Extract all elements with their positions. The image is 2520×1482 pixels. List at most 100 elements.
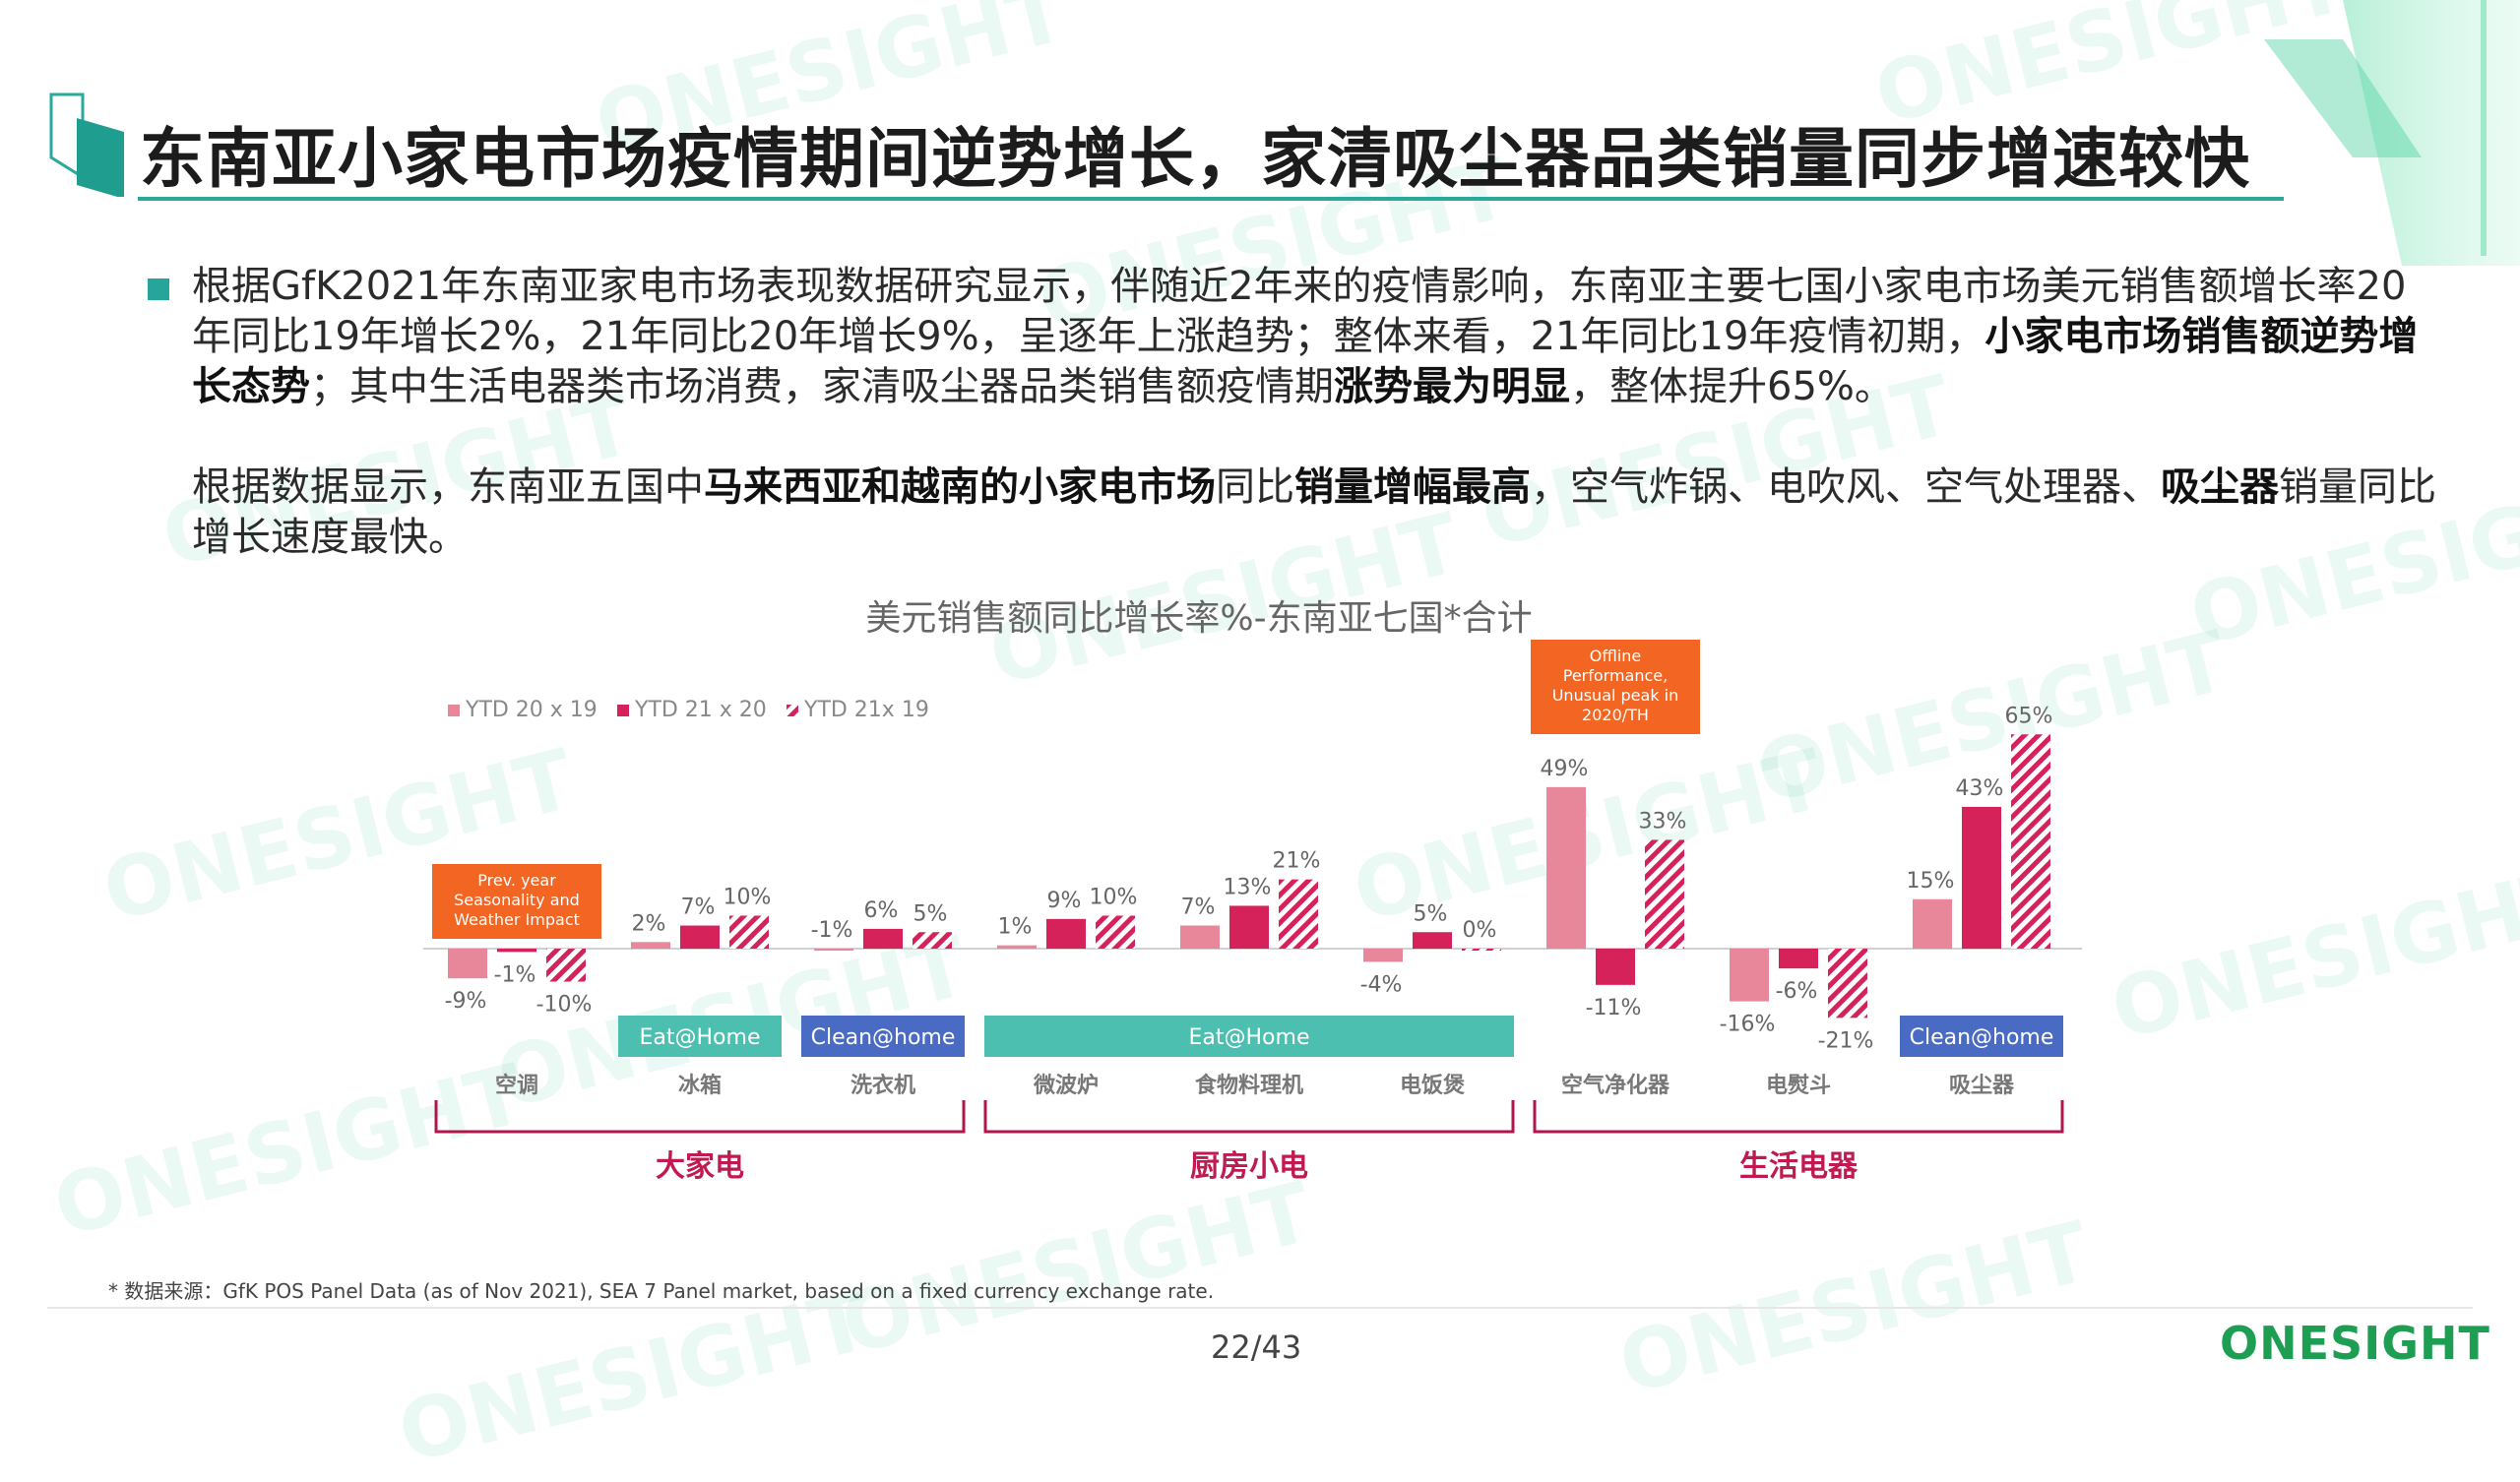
group-label: 厨房小电 (1190, 1149, 1308, 1184)
paragraph2-segment: ，空气炸锅、电吹风、空气处理器、 (1531, 464, 2161, 510)
bar (1779, 949, 1818, 969)
chart-title: 美元销售额同比增长率%-东南亚七国*合计 (865, 598, 1532, 639)
title-bar: 东南亚小家电市场疫情期间逆势增长，家清吸尘器品类销量同步增速较快 (39, 79, 2441, 207)
category-label: 吸尘器 (1949, 1074, 2015, 1098)
data-label: 10% (1090, 886, 1138, 910)
callout-text: Seasonality and (454, 891, 580, 909)
data-label: 49% (1541, 757, 1589, 781)
data-label: 21% (1273, 849, 1321, 874)
category-label: 冰箱 (678, 1073, 722, 1098)
category-tag (801, 1016, 965, 1057)
legend-label: YTD 21 x 20 (634, 698, 767, 722)
paragraph2-segment: 销量同比增长速度最快。 (192, 464, 2436, 560)
bar (913, 932, 952, 949)
paragraph1-segment: 根据GfK2021年东南亚家电市场表现数据研究显示，伴随近2年来的疫情影响，东南… (192, 264, 2407, 359)
bar (1096, 915, 1135, 949)
bar (546, 949, 586, 982)
paragraph2-segment: 马来西亚和越南的小家电市场 (704, 464, 1216, 510)
legend-swatch (787, 705, 798, 716)
bullet-icon (148, 278, 169, 300)
bar (1229, 905, 1269, 949)
data-source-note: * 数据来源：GfK POS Panel Data (as of Nov 202… (108, 1279, 1215, 1303)
category-label: 电饭煲 (1400, 1073, 1466, 1098)
data-label: -16% (1720, 1013, 1776, 1037)
data-label: -6% (1776, 979, 1818, 1004)
data-label: 7% (1181, 895, 1216, 920)
title-marker-icon (49, 93, 124, 197)
bar (631, 942, 670, 949)
callout-text: Weather Impact (454, 910, 580, 929)
paragraph2-segment: 根据数据显示，东南亚五国中 (192, 464, 704, 510)
data-label: 0% (1463, 918, 1497, 943)
group-bracket (434, 1100, 966, 1134)
bar (1046, 918, 1086, 949)
data-label: -1% (811, 918, 853, 943)
category-tag (984, 1016, 1514, 1057)
paragraph2-segment: 同比 (1216, 464, 1294, 510)
data-label: 43% (1956, 776, 2004, 801)
category-tag (1900, 1016, 2063, 1057)
group-label: 大家电 (656, 1149, 744, 1184)
group-bracket (1533, 1100, 2064, 1134)
paragraph-2: 根据数据显示，东南亚五国中马来西亚和越南的小家电市场同比销量增幅最高，空气炸锅、… (192, 463, 2436, 563)
callout-text: Unusual peak in (1552, 686, 1679, 705)
data-label: -10% (536, 993, 593, 1018)
category-label: 空气净化器 (1561, 1073, 1670, 1098)
data-label: 7% (681, 895, 716, 920)
bar (997, 945, 1037, 949)
chart-legend: YTD 20 x 19 YTD 21 x 20 YTD 21x 19 (448, 698, 929, 722)
page-title: 东南亚小家电市场疫情期间逆势增长，家清吸尘器品类销量同步增速较快 (140, 121, 2250, 197)
bar (814, 949, 853, 951)
legend-swatch (448, 705, 460, 716)
bar (1962, 806, 2001, 949)
category-tag (618, 1016, 782, 1057)
callout-text: Performance, (1563, 666, 1668, 685)
bar (1730, 949, 1769, 1002)
callout-box (1531, 640, 1700, 734)
data-label: 15% (1907, 869, 1955, 894)
data-label: 33% (1639, 809, 1687, 834)
bar (1828, 949, 1867, 1019)
group-label: 生活电器 (1739, 1149, 1858, 1184)
brand-logo: ONESIGHT (2220, 1317, 2490, 1370)
bar (2011, 734, 2050, 949)
data-label: 10% (724, 886, 772, 910)
category-label: 洗衣机 (850, 1073, 915, 1098)
category-label: 食物料理机 (1195, 1073, 1303, 1098)
legend-label: YTD 20 x 19 (465, 698, 598, 722)
callout-text: Offline (1590, 647, 1642, 665)
bar (1645, 839, 1684, 949)
legend-swatch (617, 705, 629, 716)
data-label: 2% (632, 911, 666, 936)
data-label: -1% (494, 962, 536, 987)
growth-chart: 美元销售额同比增长率%-东南亚七国*合计 YTD 20 x 19 YTD 21 x… (423, 598, 2082, 1184)
page-number: 22/43 (1211, 1328, 1302, 1366)
bar (1413, 932, 1452, 949)
bar (1546, 786, 1586, 949)
bar (729, 915, 769, 949)
bar (680, 925, 720, 949)
paragraph2-segment: 销量增幅最高 (1294, 464, 1531, 510)
data-label: 5% (914, 901, 948, 926)
callout-text: Prev. year (477, 871, 556, 890)
bar (1462, 949, 1501, 951)
data-label: 6% (864, 898, 899, 923)
category-label: 空调 (495, 1073, 538, 1098)
callout-text: 2020/TH (1582, 706, 1649, 724)
category-label: 电熨斗 (1766, 1074, 1831, 1098)
corner-decoration (2264, 0, 2520, 266)
group-bracket (983, 1100, 1515, 1134)
data-label: 65% (2005, 704, 2053, 728)
bar (497, 949, 536, 953)
data-label: 1% (998, 915, 1033, 940)
data-label: -21% (1818, 1028, 1874, 1053)
category-tag-label: Clean@home (811, 1025, 956, 1050)
data-label: -4% (1360, 972, 1403, 997)
category-tag-label: Eat@Home (1189, 1025, 1310, 1050)
bar (1180, 925, 1220, 949)
paragraph2-segment: 吸尘器 (2161, 464, 2279, 510)
bar (863, 928, 903, 949)
data-label: 13% (1224, 875, 1272, 899)
data-label: -9% (445, 989, 487, 1014)
